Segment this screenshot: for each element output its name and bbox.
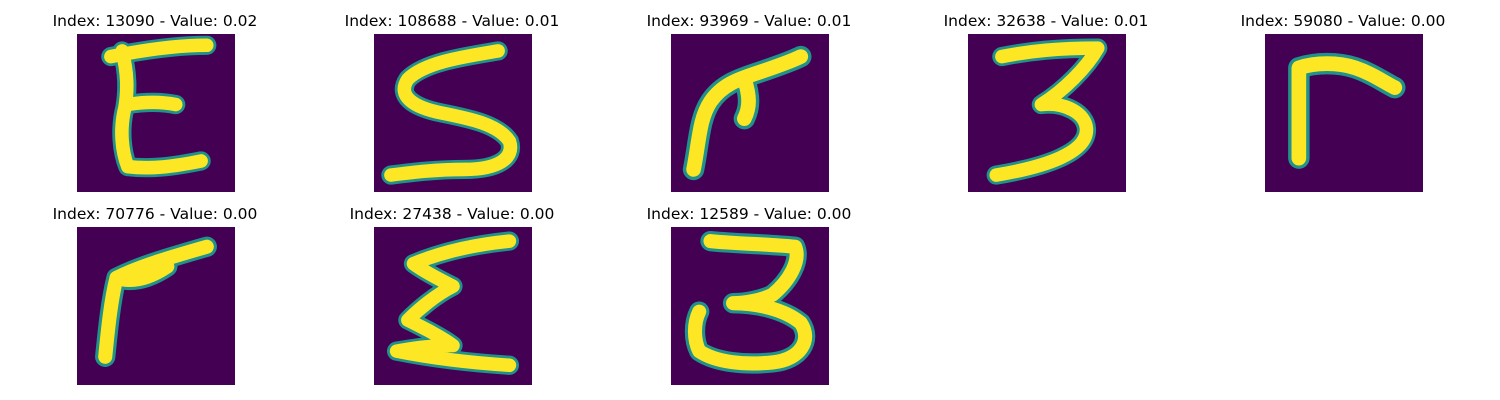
glyph-image — [1265, 34, 1423, 192]
glyph-image — [77, 227, 235, 385]
glyph-image — [374, 34, 532, 192]
panel-title: Index: 70776 - Value: 0.00 — [52, 205, 258, 223]
glyph-image — [671, 34, 829, 192]
panel-title: Index: 27438 - Value: 0.00 — [349, 205, 555, 223]
panel-title: Index: 32638 - Value: 0.01 — [943, 12, 1149, 30]
panel-title: Index: 93969 - Value: 0.01 — [646, 12, 852, 30]
panel-title: Index: 108688 - Value: 0.01 — [344, 12, 560, 30]
glyph-image — [77, 34, 235, 192]
glyph-image — [671, 227, 829, 385]
glyph-image — [968, 34, 1126, 192]
panel-title: Index: 59080 - Value: 0.00 — [1240, 12, 1446, 30]
panel-title: Index: 13090 - Value: 0.02 — [52, 12, 258, 30]
glyph-image — [374, 227, 532, 385]
panel-title: Index: 12589 - Value: 0.00 — [646, 205, 852, 223]
